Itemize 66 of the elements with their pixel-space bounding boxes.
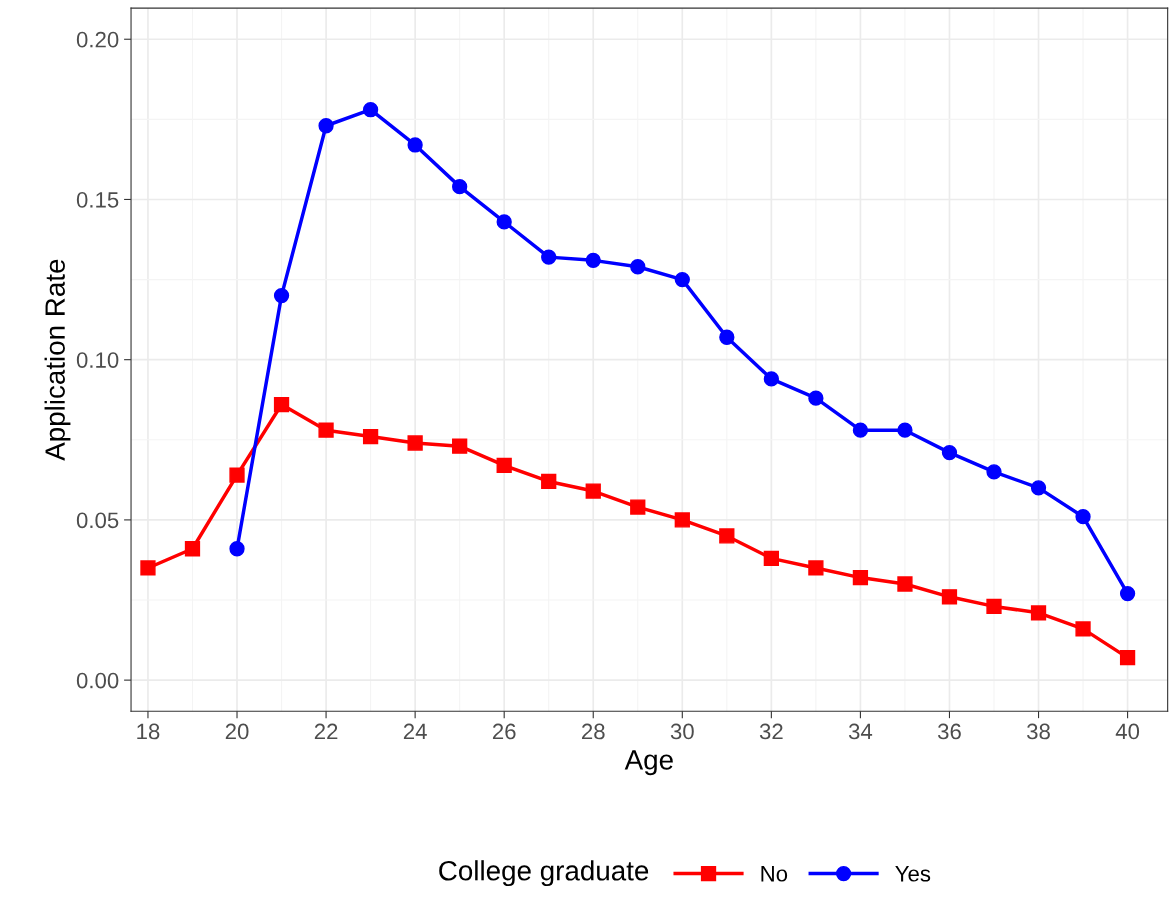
legend-title: College graduate [439, 860, 649, 887]
point [674, 512, 690, 528]
x-tick-label: 22 [314, 723, 338, 740]
point [986, 464, 1002, 480]
point [452, 438, 468, 454]
x-axis-title: Age [624, 750, 673, 776]
point [763, 371, 779, 387]
point [1075, 509, 1091, 525]
x-tick-label: 26 [492, 723, 516, 740]
point [897, 422, 913, 438]
x-tick-label: 40 [1115, 723, 1140, 740]
point [630, 499, 646, 515]
point [897, 576, 913, 592]
point [229, 467, 245, 483]
point [808, 560, 824, 576]
point [1030, 605, 1047, 621]
point [986, 598, 1002, 615]
legend-label: No [761, 866, 788, 882]
point [585, 252, 601, 268]
x-tick-label: 28 [582, 723, 605, 740]
point [541, 473, 557, 490]
point [1119, 585, 1136, 602]
x-tick-label: 20 [225, 723, 249, 740]
point [362, 102, 379, 118]
point [1030, 480, 1047, 496]
point [719, 528, 735, 544]
x-tick-label: 32 [759, 723, 783, 740]
point [407, 137, 423, 153]
point [941, 589, 958, 605]
point [941, 444, 958, 461]
point [184, 541, 201, 557]
x-tick-label: 36 [937, 723, 961, 740]
y-tick-label: 0.20 [76, 31, 119, 48]
point [140, 560, 156, 576]
y-tick-label: 0.15 [76, 191, 119, 208]
point [763, 550, 779, 566]
point [407, 435, 423, 451]
x-tick-label: 38 [1027, 723, 1050, 740]
point [852, 422, 869, 438]
point [318, 118, 334, 134]
y-axis-title: Application Rate [44, 259, 71, 461]
point [674, 271, 690, 288]
point [318, 422, 334, 438]
point [273, 396, 290, 413]
point [496, 214, 512, 230]
point [362, 428, 379, 445]
x-tick-label: 34 [848, 723, 873, 740]
y-tick-label: 0.10 [76, 352, 119, 368]
point [852, 569, 869, 586]
point [273, 287, 290, 304]
point [496, 457, 512, 474]
point [808, 390, 824, 406]
x-tick-label: 24 [403, 723, 427, 740]
x-tick-label: 30 [670, 723, 694, 740]
point [585, 483, 601, 499]
legend-label: Yes [895, 866, 931, 882]
point [229, 541, 245, 557]
y-tick-label: 0.05 [76, 512, 119, 529]
point [1075, 621, 1091, 637]
point [630, 259, 646, 275]
y-tick-label: 0.00 [76, 672, 119, 689]
point [541, 249, 557, 265]
x-tick-label: 18 [137, 723, 160, 740]
point [719, 329, 735, 345]
point [452, 179, 468, 195]
point [1119, 650, 1136, 666]
